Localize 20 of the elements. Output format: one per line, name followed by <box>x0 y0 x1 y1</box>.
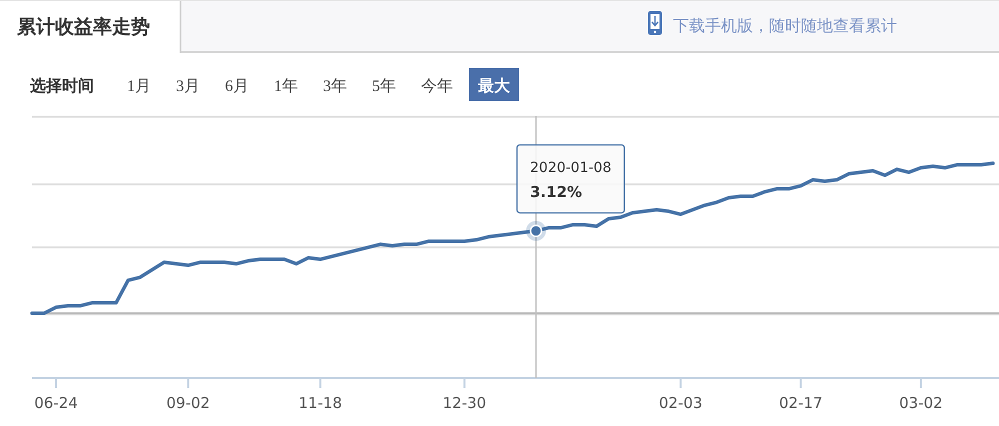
annotation: 2020-01-08 <box>530 160 612 176</box>
button-label: 6月 <box>225 78 249 95</box>
x-tick-label: 06-24 <box>34 394 78 412</box>
x-tick-label: 03-02 <box>899 394 943 412</box>
button-label: 1年 <box>274 78 298 95</box>
x-tick-label: 12-30 <box>442 394 486 412</box>
button-label: 3年 <box>323 78 347 95</box>
button-label: 最大 <box>478 78 510 95</box>
x-tick-label: 11-18 <box>298 394 342 412</box>
annotation: 下载手机版，随时随地查看累计 <box>673 18 897 35</box>
button-label: 5年 <box>372 78 396 95</box>
button-label: 1月 <box>127 78 151 95</box>
x-tick-label: 02-17 <box>779 394 823 412</box>
button-label: 3月 <box>176 78 200 95</box>
x-tick-label: 02-03 <box>658 394 702 412</box>
annotation: 选择时间 <box>30 78 94 95</box>
annotation: 3.12% <box>530 182 582 201</box>
button-label: 今年 <box>421 78 453 95</box>
title: 累计收益率走势 <box>17 17 150 38</box>
x-tick-label: 09-02 <box>166 394 210 412</box>
